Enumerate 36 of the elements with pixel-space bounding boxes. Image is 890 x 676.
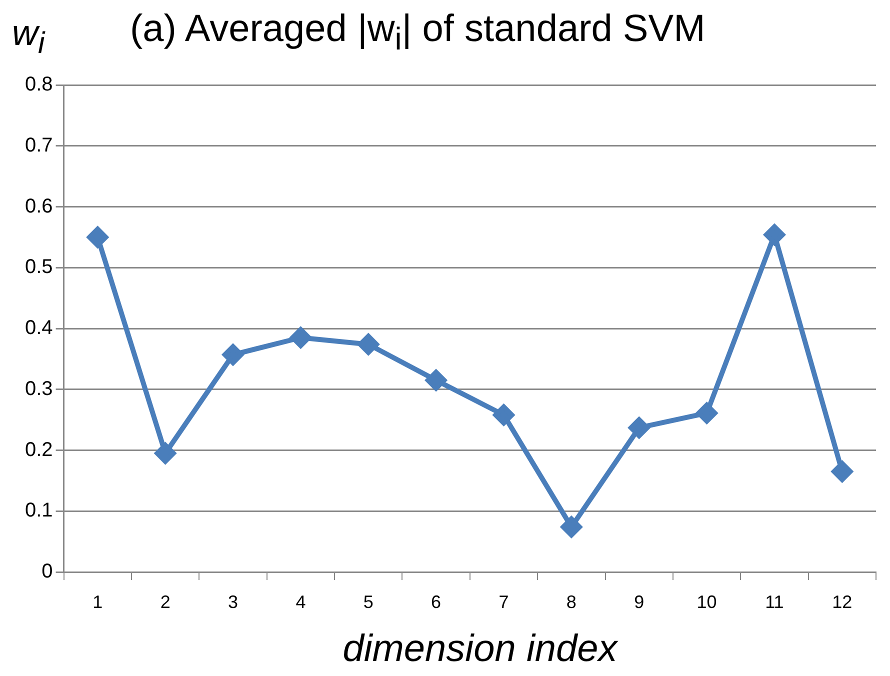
x-tick-label: 9 <box>634 592 644 612</box>
chart-title: (a) Averaged |w$_{i}$| of standard SVM <box>130 8 706 58</box>
y-tick-label: 0.3 <box>24 378 53 400</box>
point <box>87 226 108 248</box>
point <box>358 334 379 355</box>
x-tick-label: 1 <box>92 592 103 612</box>
y-tick-label: 0.2 <box>24 438 53 461</box>
y-tick-label: 0.8 <box>24 74 53 96</box>
x-tick-label: 12 <box>832 592 852 612</box>
point <box>628 417 650 438</box>
x-axis-title: dimension index <box>342 628 619 671</box>
y-tick-label: 0.6 <box>24 195 53 218</box>
y-axis-title: w$_{i}$ <box>12 12 45 62</box>
y-tick-label: 0.7 <box>24 134 53 156</box>
y-tick-label: 0.1 <box>24 500 53 522</box>
x-tick-label: 4 <box>296 592 306 612</box>
point <box>832 461 853 482</box>
x-tick-label: 2 <box>160 592 170 612</box>
x-tick-label: 5 <box>363 592 374 612</box>
point <box>222 344 244 366</box>
x-tick-label: 3 <box>228 592 238 612</box>
point <box>560 516 582 538</box>
point <box>426 370 447 391</box>
x-tick-label: 8 <box>566 592 576 612</box>
y-tick-label: 0.4 <box>24 317 53 340</box>
point <box>290 327 312 348</box>
x-tick-label: 10 <box>696 592 717 612</box>
point <box>764 224 785 246</box>
y-tick-label: 0 <box>42 560 53 583</box>
point <box>154 442 176 464</box>
point <box>696 402 718 424</box>
x-tick-label: 6 <box>431 592 442 612</box>
x-tick-label: 11 <box>765 592 784 612</box>
x-tick-label: 7 <box>498 592 509 612</box>
point <box>493 404 514 426</box>
y-tick-label: 0.5 <box>24 256 53 278</box>
